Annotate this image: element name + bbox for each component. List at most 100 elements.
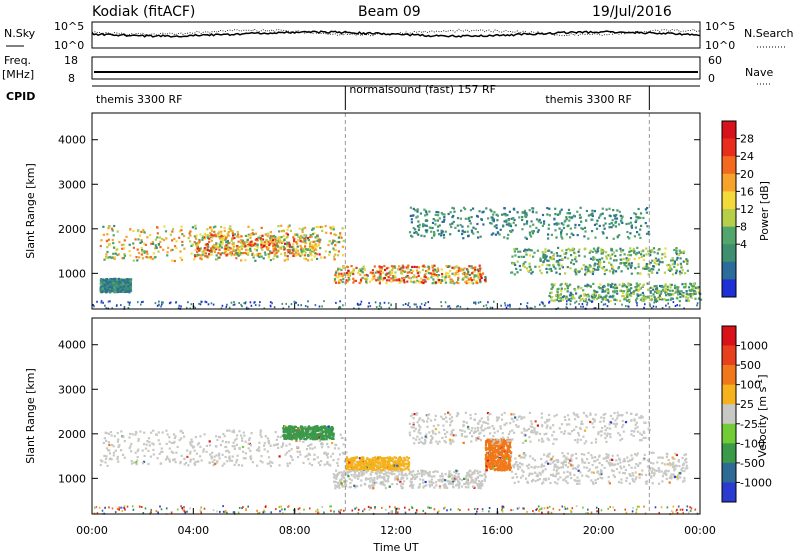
velocity-cell: [420, 475, 423, 478]
power-cell: [101, 281, 105, 284]
power-cell: [426, 213, 429, 216]
power-cell: [321, 305, 323, 308]
power-cell: [614, 287, 617, 290]
power-cell: [513, 218, 516, 222]
power-cell: [547, 227, 550, 230]
power-cell: [273, 253, 276, 256]
power-cell: [636, 301, 638, 304]
velocity-cell: [416, 470, 420, 473]
power-cell: [495, 224, 498, 227]
power-cell: [110, 278, 113, 281]
power-cell: [187, 236, 190, 239]
velocity-cell: [291, 426, 294, 429]
power-cell: [525, 222, 528, 225]
power-cell: [592, 258, 595, 261]
power-cell: [249, 247, 252, 250]
power-cell: [628, 289, 632, 292]
power-cell: [366, 274, 369, 277]
power-cell: [415, 232, 418, 235]
power-cell: [237, 236, 240, 239]
power-cell: [119, 285, 122, 288]
velocity-cell: [226, 429, 229, 432]
power-cell: [425, 270, 428, 273]
velocity-cell: [381, 483, 384, 486]
velocity-cell: [369, 480, 372, 483]
power-cell: [469, 222, 472, 225]
velocity-cell: [260, 455, 263, 458]
power-cell: [614, 217, 617, 220]
power-cell: [132, 242, 135, 245]
power-cell: [672, 293, 675, 296]
velocity-cell: [111, 443, 114, 447]
power-cell: [224, 245, 227, 248]
power-cell: [634, 252, 637, 255]
velocity-cell: [329, 429, 332, 432]
power-cell: [598, 216, 601, 219]
power-cell: [670, 297, 673, 300]
power-cell: [530, 220, 533, 223]
power-cell: [135, 256, 138, 259]
power-cell: [391, 266, 395, 270]
velocity-cell: [309, 437, 312, 440]
power-cell: [312, 250, 315, 253]
power-cell: [223, 252, 226, 255]
nsearch-tick-bottom: 10^0: [705, 39, 735, 52]
power-cell: [642, 216, 645, 220]
velocity-cell: [358, 472, 361, 475]
power-cell: [457, 282, 460, 285]
velocity-cell: [345, 457, 349, 460]
power-cell: [434, 213, 437, 216]
power-cell: [199, 254, 202, 257]
power-cell: [579, 294, 583, 297]
power-cell: [440, 229, 443, 232]
power-cell: [236, 251, 239, 255]
velocity-cell: [299, 453, 302, 456]
power-cell: [588, 266, 591, 269]
velocity-cell: [105, 439, 108, 442]
power-cell: [299, 237, 302, 240]
velocity-cell: [179, 462, 182, 465]
power-cell: [162, 301, 164, 304]
velocity-cell: [200, 459, 203, 462]
velocity-cell: [371, 479, 374, 482]
power-cell: [612, 286, 615, 289]
power-cell: [583, 299, 586, 303]
power-cell: [416, 272, 419, 275]
velocity-cell: [457, 473, 460, 476]
power-cell: [676, 256, 679, 259]
power-cell: [209, 250, 213, 253]
velocity-cell: [334, 487, 337, 490]
power-cell: [548, 301, 550, 304]
power-cell: [577, 270, 580, 274]
velocity-cell: [294, 425, 297, 428]
power-cell: [541, 263, 544, 267]
power-cell: [686, 261, 689, 264]
power-cell: [578, 295, 581, 298]
power-cell: [550, 283, 553, 286]
power-cell: [292, 242, 295, 245]
power-cell: [273, 243, 276, 246]
power-cell: [424, 229, 427, 232]
power-cell: [453, 282, 456, 285]
power-cell: [100, 278, 103, 282]
power-cell: [657, 290, 661, 293]
velocity-cell: [202, 448, 205, 451]
velocity-cell: [224, 455, 227, 459]
velocity-cell: [295, 430, 298, 434]
power-cell: [511, 262, 514, 265]
power-cell: [146, 236, 149, 239]
power-cell: [180, 258, 184, 262]
power-cell: [226, 253, 229, 256]
power-cell: [599, 261, 602, 264]
power-cell: [203, 236, 206, 239]
power-cell: [122, 283, 125, 286]
power-cell: [440, 305, 443, 308]
velocity-cell: [393, 456, 396, 459]
power-cell: [646, 266, 649, 269]
power-cell: [424, 224, 427, 227]
power-cell: [600, 296, 603, 299]
velocity-cell: [348, 477, 351, 481]
velocity-cell: [348, 486, 351, 489]
power-cell: [675, 253, 679, 256]
power-cell: [584, 300, 587, 303]
